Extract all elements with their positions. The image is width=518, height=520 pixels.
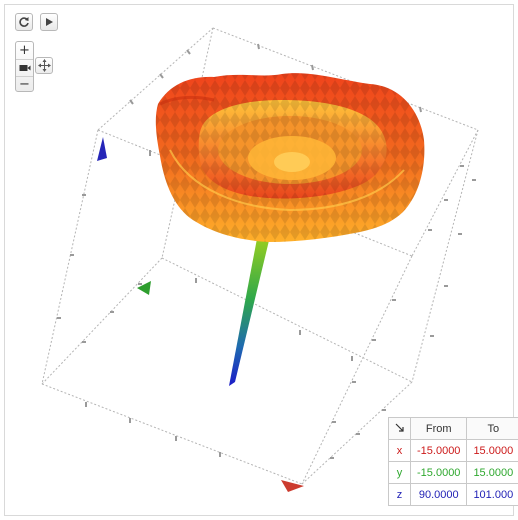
y-from-field[interactable]: -15.0000	[409, 461, 468, 484]
z-axis-arrow	[97, 137, 107, 161]
axis-range-table: From To x -15.0000 15.0000 y -15.0000 15…	[388, 417, 518, 506]
pan-tool-button[interactable]	[35, 57, 53, 74]
camera-button[interactable]	[16, 59, 33, 75]
collapse-table-button[interactable]	[388, 417, 411, 440]
y-axis-arrow	[137, 281, 151, 295]
x-range-row: x -15.0000 15.0000	[388, 439, 518, 462]
refresh-icon	[19, 17, 29, 27]
collapse-arrow-icon	[395, 423, 404, 432]
pan-arrows-icon	[37, 59, 51, 72]
y-axis-label: y	[388, 461, 411, 484]
y-range-row: y -15.0000 15.0000	[388, 461, 518, 484]
zoom-controls: + −	[15, 41, 34, 92]
z-from-field[interactable]: 90.0000	[409, 483, 468, 506]
z-to-field[interactable]: 101.000	[466, 483, 518, 506]
y-to-field[interactable]: 15.0000	[466, 461, 518, 484]
axis-ticks	[57, 43, 476, 459]
zoom-out-button[interactable]: −	[16, 76, 33, 92]
zoom-in-button[interactable]: +	[19, 42, 30, 58]
x-to-field[interactable]: 15.0000	[466, 439, 518, 462]
x-axis-label: x	[388, 439, 411, 462]
reset-view-button[interactable]	[15, 13, 33, 31]
play-icon	[46, 18, 53, 26]
from-header: From	[409, 417, 468, 440]
surface-stem	[229, 228, 272, 386]
x-from-field[interactable]: -15.0000	[409, 439, 468, 462]
play-animation-button[interactable]	[40, 13, 58, 31]
to-header: To	[466, 417, 518, 440]
z-axis-label: z	[388, 483, 411, 506]
z-range-row: z 90.0000 101.000	[388, 483, 518, 506]
x-axis-arrow	[281, 480, 304, 492]
camera-icon	[19, 64, 30, 71]
